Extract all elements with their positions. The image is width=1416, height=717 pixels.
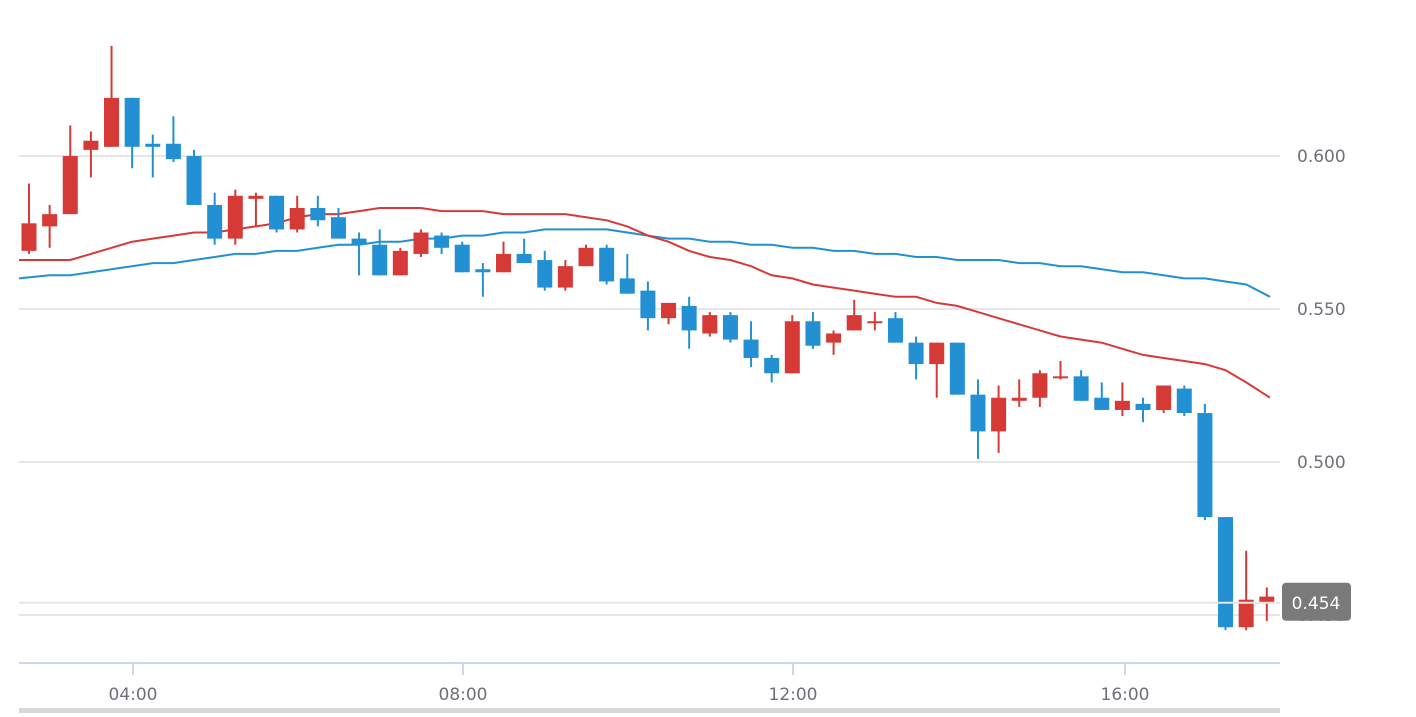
data-zoom-slider[interactable] (19, 708, 1280, 713)
candle[interactable] (578, 244, 594, 267)
ma-long-line (18, 228, 1271, 298)
candle[interactable] (599, 244, 615, 285)
candle[interactable] (949, 342, 965, 395)
candle[interactable] (145, 134, 161, 178)
candle[interactable] (1176, 385, 1192, 417)
candle[interactable] (867, 312, 883, 331)
candle[interactable] (62, 125, 78, 215)
candle[interactable] (1156, 385, 1172, 414)
x-tick-label: 12:00 (769, 685, 818, 705)
candle[interactable] (805, 312, 821, 349)
candle[interactable] (227, 189, 243, 245)
candle[interactable] (722, 312, 738, 343)
candle[interactable] (186, 149, 202, 205)
candle[interactable] (1073, 370, 1089, 401)
candle[interactable] (1259, 587, 1275, 622)
candle[interactable] (413, 229, 429, 257)
candle[interactable] (1197, 403, 1213, 521)
candle[interactable] (104, 45, 120, 147)
candle[interactable] (434, 232, 450, 254)
candle[interactable] (1094, 382, 1110, 410)
candle[interactable] (908, 336, 924, 380)
candle[interactable] (475, 263, 491, 297)
x-axis (19, 662, 1280, 675)
x-tick-label: 16:00 (1101, 685, 1150, 705)
candle[interactable] (1053, 361, 1068, 380)
candle[interactable] (619, 253, 635, 294)
candle[interactable] (21, 183, 37, 254)
candle[interactable] (495, 241, 511, 273)
candle[interactable] (557, 260, 573, 291)
candle[interactable] (454, 241, 470, 273)
candle[interactable] (330, 208, 346, 239)
candle[interactable] (392, 247, 408, 276)
candle[interactable] (83, 131, 99, 178)
x-axis-labels: 04:00 08:00 12:00 16:00 (109, 685, 1150, 705)
candle[interactable] (743, 321, 759, 368)
candle[interactable] (929, 342, 945, 398)
candle[interactable] (826, 330, 842, 355)
candle[interactable] (537, 250, 553, 291)
y-tick-label: 0.550 (1297, 300, 1346, 320)
candle[interactable] (1218, 517, 1234, 631)
candle[interactable] (702, 312, 718, 337)
candle[interactable] (1032, 370, 1048, 407)
candle[interactable] (124, 97, 140, 169)
y-tick-label: 0.600 (1297, 147, 1346, 167)
candle[interactable] (289, 195, 305, 233)
candle[interactable] (661, 302, 677, 325)
candle[interactable] (165, 116, 181, 163)
current-price-label: 0.454 (1292, 594, 1341, 614)
candle[interactable] (42, 204, 58, 248)
candles[interactable] (21, 45, 1275, 631)
x-tick-label: 04:00 (109, 685, 158, 705)
candle[interactable] (351, 232, 367, 276)
candle[interactable] (970, 379, 986, 459)
candle[interactable] (681, 296, 697, 349)
candle[interactable] (207, 192, 223, 245)
candle[interactable] (372, 229, 388, 276)
candle[interactable] (640, 281, 656, 331)
candle[interactable] (764, 354, 780, 383)
candle[interactable] (991, 385, 1007, 453)
candle[interactable] (269, 195, 285, 233)
candle[interactable] (310, 195, 326, 227)
candle[interactable] (516, 238, 532, 264)
current-price-marker: 0.454 (19, 582, 1351, 621)
candle[interactable] (846, 299, 862, 331)
candle[interactable] (1114, 382, 1130, 417)
candle[interactable] (1135, 397, 1151, 423)
candle[interactable] (248, 192, 264, 227)
y-tick-label: 0.500 (1297, 453, 1346, 473)
candle[interactable] (1238, 550, 1254, 631)
candle[interactable] (1011, 379, 1027, 407)
candle[interactable] (887, 312, 903, 343)
x-tick-label: 08:00 (439, 685, 488, 705)
candle[interactable] (784, 315, 800, 374)
